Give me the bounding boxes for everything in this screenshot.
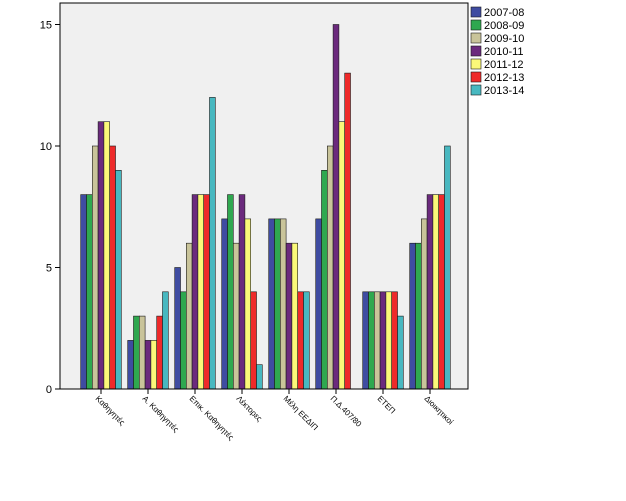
bar [180,291,187,390]
y-tick-label: 5 [46,263,52,275]
legend-label: 2009-10 [484,33,524,45]
bar [103,121,111,390]
bar [127,340,134,390]
bar [191,194,199,390]
bar [238,194,246,390]
bar [150,340,157,390]
x-category-label: Επικ. Καθηγητές [188,394,236,442]
bar [315,218,322,390]
bar [332,24,340,390]
legend-label: 2012-13 [484,72,524,84]
legend-label: 2013-14 [484,85,524,97]
bar [326,145,334,390]
bar [279,218,287,390]
x-category-label: Α. Καθηγητές [141,394,181,434]
y-tick-label: 10 [40,141,52,153]
legend-swatch [470,45,482,57]
bar [409,242,416,390]
legend-swatch [470,71,482,83]
legend-swatch [470,19,482,31]
bar [209,97,216,390]
x-category-label: Καθηγητές [94,394,127,427]
bar [303,291,310,390]
bar [109,145,116,390]
bar [268,218,275,390]
bar [186,242,193,390]
y-tick-label: 0 [46,384,52,396]
legend-label: 2008-09 [484,20,524,32]
bar [379,291,387,390]
bar [203,194,210,390]
bar [233,242,240,390]
legend-swatch [470,58,482,70]
bar [397,315,404,390]
x-axis: Καθηγητές Α. Καθηγητές Επικ. Καθηγητές Λέκτ… [60,388,468,442]
x-category-label: Μέλη ΕΕΔΙΠ [282,394,320,432]
bar [86,194,93,390]
legend: 2007-082008-092009-102010-112011-122012-… [470,6,524,97]
bar [250,291,257,390]
bar [256,364,263,390]
y-tick-label: 15 [40,20,52,32]
legend-swatch [470,84,482,96]
bar [197,194,204,390]
bar [156,315,163,390]
x-category-label: ΕΤΕΠ [376,394,398,416]
bar [80,194,87,390]
bar [415,242,422,390]
x-category-label: Λέκτορες [235,394,264,423]
bar [174,267,181,390]
legend-swatch [470,6,482,18]
bar [432,194,439,390]
bar [97,121,105,390]
x-category-label: Διοικητικοί [423,394,456,427]
bar [221,218,228,390]
bar [321,170,328,390]
bar [285,242,293,390]
legend-label: 2011-12 [484,59,524,71]
legend-swatch [470,32,482,44]
bar [438,194,445,390]
bar [391,291,398,390]
bar [426,194,434,390]
bar [297,291,304,390]
bar [162,291,169,390]
legend-label: 2010-11 [484,46,524,58]
bar [344,72,351,390]
bar [92,145,99,390]
bar [368,291,375,390]
bar [133,315,140,390]
legend-label: 2007-08 [484,7,524,19]
x-category-label: Π.Δ.407/80 [329,394,364,429]
bar [291,242,298,390]
y-axis: 0 5 10 15 [40,3,61,396]
bar [420,218,428,390]
bar [274,218,281,390]
bar [227,194,234,390]
bar [115,170,122,390]
bar [362,291,369,390]
bar [338,121,345,390]
bar [444,145,451,390]
bar [244,218,251,390]
bar [373,291,381,390]
bar [144,340,152,390]
bar [139,315,146,390]
bar [385,291,392,390]
